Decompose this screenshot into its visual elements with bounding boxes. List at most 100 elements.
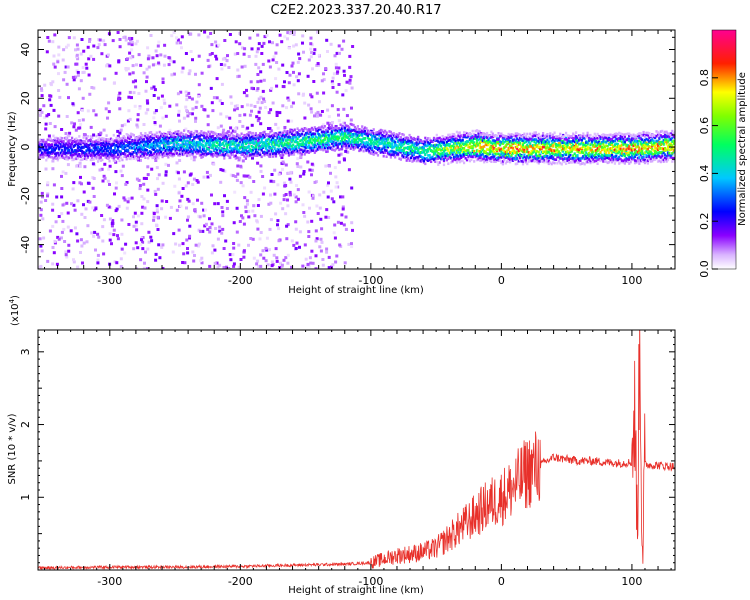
spectrogram-cell bbox=[296, 197, 300, 201]
spectrogram-cell bbox=[346, 140, 349, 144]
spectrogram-cell bbox=[76, 47, 80, 51]
spectrogram-cell bbox=[239, 164, 243, 168]
spectrogram-cell bbox=[157, 153, 160, 157]
spectrogram-cell bbox=[88, 153, 91, 156]
spectrogram-cell bbox=[255, 115, 259, 119]
spectrogram-cell bbox=[286, 204, 290, 208]
spectrogram-cell bbox=[527, 138, 530, 141]
spectrogram-cell bbox=[315, 91, 319, 95]
spectrogram-cell bbox=[204, 154, 207, 157]
spectrogram-cell bbox=[84, 62, 88, 66]
spectrogram-cell bbox=[506, 160, 509, 163]
spectrogram-cell bbox=[216, 145, 219, 148]
spectrogram-cell bbox=[371, 142, 374, 145]
spectrogram-cell bbox=[329, 131, 332, 135]
spectrogram-cell bbox=[144, 250, 147, 254]
spectrogram-cell bbox=[88, 149, 91, 152]
spectrogram-cell bbox=[447, 142, 450, 146]
spectrogram-cell bbox=[350, 242, 353, 246]
spectrogram-cell bbox=[269, 193, 272, 197]
spectrogram-cell bbox=[341, 93, 345, 97]
spectrogram-cell bbox=[270, 86, 274, 90]
spectrogram-cell bbox=[497, 140, 500, 143]
spectrogram-cell bbox=[234, 40, 238, 44]
spectrogram-cell bbox=[563, 141, 566, 144]
spectrogram-cell bbox=[255, 262, 259, 266]
spectrogram-cell bbox=[92, 140, 95, 144]
spectrogram-cell bbox=[274, 154, 278, 158]
spectrogram-cell bbox=[549, 153, 552, 156]
spectrogram-cell bbox=[428, 154, 431, 157]
spectrogram-cell bbox=[478, 150, 481, 153]
spectrogram-cell bbox=[194, 105, 198, 109]
spectrogram-cell bbox=[295, 162, 299, 166]
spectrogram-cell bbox=[388, 150, 391, 154]
spectrogram-cell bbox=[132, 151, 135, 154]
spectrogram-cell bbox=[313, 145, 316, 149]
spectrogram-cell bbox=[91, 186, 95, 190]
spectrogram-cell bbox=[45, 154, 48, 157]
spectrogram-cell bbox=[69, 139, 72, 142]
spectrogram-cell bbox=[392, 150, 395, 154]
spectrogram-cell bbox=[458, 144, 461, 147]
spectrogram-cell bbox=[206, 123, 210, 127]
spectrogram-cell bbox=[277, 148, 280, 152]
spectrogram-cell bbox=[405, 151, 408, 154]
spectrogram-cell bbox=[203, 108, 207, 112]
spectrogram-cell bbox=[225, 115, 229, 119]
spectrogram-cell bbox=[292, 193, 296, 197]
spectrogram-cell bbox=[411, 149, 414, 153]
spectrogram-cell bbox=[553, 149, 556, 152]
spectrogram-cell bbox=[585, 161, 588, 164]
spectrogram-cell bbox=[243, 155, 246, 158]
spectrogram-cell bbox=[312, 135, 315, 139]
spectrogram-cell bbox=[142, 134, 145, 138]
spectrogram-cell bbox=[314, 229, 318, 233]
spectrogram-cell bbox=[331, 86, 335, 89]
spectrogram-cell bbox=[285, 143, 288, 146]
spectrogram-cell bbox=[227, 134, 230, 137]
spectrogram-cell bbox=[337, 66, 341, 70]
spectrogram-cell bbox=[141, 138, 144, 142]
spectrogram-cell bbox=[229, 146, 232, 149]
spectrogram-cell bbox=[210, 101, 214, 105]
spectrogram-cell bbox=[117, 148, 120, 152]
spectrogram-cell bbox=[59, 151, 62, 155]
spectrogram-cell bbox=[132, 155, 135, 159]
spectrogram-cell bbox=[498, 140, 502, 143]
spectrogram-cell bbox=[250, 109, 253, 113]
spectrogram-cell bbox=[162, 151, 166, 155]
spectrogram-cell bbox=[405, 146, 408, 150]
spectrogram-cell bbox=[146, 200, 150, 204]
spectrogram-cell bbox=[424, 162, 427, 166]
spectrogram-cell bbox=[467, 145, 470, 149]
spectrogram-cell bbox=[326, 130, 329, 133]
spectrogram-cell bbox=[50, 143, 54, 146]
spectrogram-cell bbox=[98, 153, 101, 157]
spectrogram-cell bbox=[483, 150, 486, 153]
spectrogram-cell bbox=[534, 157, 537, 160]
spectrogram-cell bbox=[95, 143, 98, 146]
spectrogram-cell bbox=[316, 62, 320, 65]
spectrogram-cell bbox=[486, 155, 489, 159]
spectrogram-cell bbox=[401, 141, 404, 144]
spectrogram-cell bbox=[315, 149, 318, 153]
spectrogram-cell bbox=[127, 95, 131, 99]
spectrogram-cell bbox=[307, 141, 311, 144]
spectrogram-cell bbox=[577, 161, 581, 165]
spectrogram-cell bbox=[554, 137, 558, 141]
spectrogram-cell bbox=[160, 132, 163, 135]
spectrogram-cell bbox=[46, 156, 49, 160]
spectrogram-cell bbox=[118, 139, 121, 143]
spectrogram-cell bbox=[333, 132, 336, 136]
spectrogram-cell bbox=[435, 160, 438, 164]
spectrogram-cell bbox=[586, 160, 589, 163]
spectrogram-cell bbox=[520, 145, 523, 149]
spectrogram-cell bbox=[585, 157, 588, 160]
spectrogram-cell bbox=[59, 138, 62, 141]
spectrogram-cell bbox=[286, 198, 289, 202]
spectrogram-cell bbox=[106, 142, 110, 145]
spectrogram-cell bbox=[563, 160, 566, 164]
spectrogram-cell bbox=[556, 155, 559, 159]
spectrogram-cell bbox=[62, 144, 65, 148]
